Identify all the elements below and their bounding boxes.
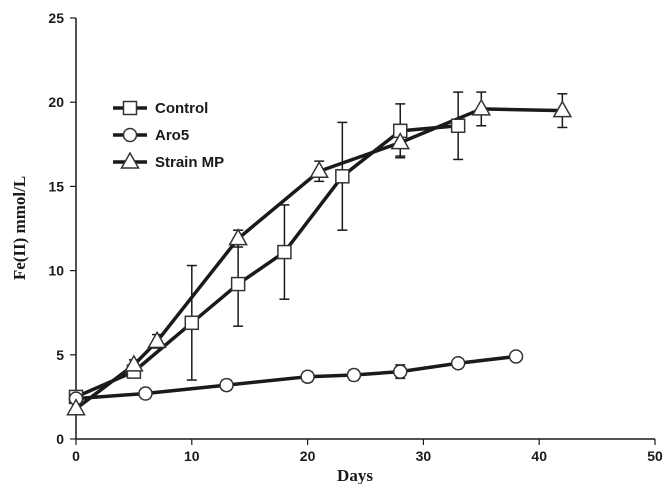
y-tick-label: 25 [48, 10, 64, 26]
data-point-strain-mp [471, 98, 492, 116]
y-axis-title: Fe(II) mmol/L [10, 176, 29, 280]
x-axis-title: Days [337, 466, 373, 484]
data-point-strain-mp [66, 398, 86, 416]
series-line-strain-mp [74, 107, 563, 411]
data-point-control [230, 276, 246, 292]
y-tick-label: 0 [56, 431, 64, 447]
legend-label-strain-mp: Strain MP [155, 154, 224, 171]
data-point-strain-mp [228, 228, 248, 246]
data-point-control [450, 118, 466, 134]
data-point-aro5 [392, 364, 408, 379]
legend-label-control: Control [155, 100, 208, 117]
data-point-aro5 [346, 367, 362, 383]
series-lines [74, 107, 563, 411]
x-tick-label: 10 [184, 448, 200, 464]
x-tick-label: 50 [647, 448, 663, 464]
x-tick-label: 30 [416, 448, 432, 464]
series-markers [66, 98, 573, 416]
y-tick-label: 15 [48, 178, 64, 194]
legend-marker-strain-mp [120, 151, 140, 169]
data-point-aro5 [300, 369, 315, 384]
y-tick-label: 20 [48, 94, 64, 110]
data-point-control [184, 315, 200, 331]
data-point-strain-mp [147, 330, 167, 349]
legend-marker-control [122, 100, 138, 116]
error-bars [128, 91, 568, 400]
y-tick-label: 10 [48, 263, 64, 279]
data-point-strain-mp [124, 354, 144, 372]
data-point-aro5 [450, 355, 466, 371]
series-line-aro5 [75, 354, 517, 401]
legend-marker-aro5 [122, 127, 138, 143]
data-point-strain-mp [390, 132, 411, 150]
legend-label-aro5: Aro5 [155, 127, 189, 144]
axes: 0 10 20 30 40 50 0 5 10 15 20 25 [48, 10, 663, 464]
data-point-control [277, 244, 292, 260]
x-tick-label: 40 [531, 448, 547, 464]
data-point-strain-mp [309, 160, 329, 178]
x-tick-label: 20 [300, 448, 316, 464]
x-tick-label: 0 [72, 448, 80, 464]
data-point-control [335, 169, 350, 184]
series-line-control [75, 124, 459, 399]
legend: Control Aro5 Strain MP [113, 100, 224, 171]
data-point-strain-mp [552, 100, 573, 118]
data-point-aro5 [508, 349, 524, 364]
data-point-aro5 [219, 377, 234, 393]
y-tick-label: 5 [56, 347, 64, 363]
data-point-aro5 [138, 386, 153, 401]
